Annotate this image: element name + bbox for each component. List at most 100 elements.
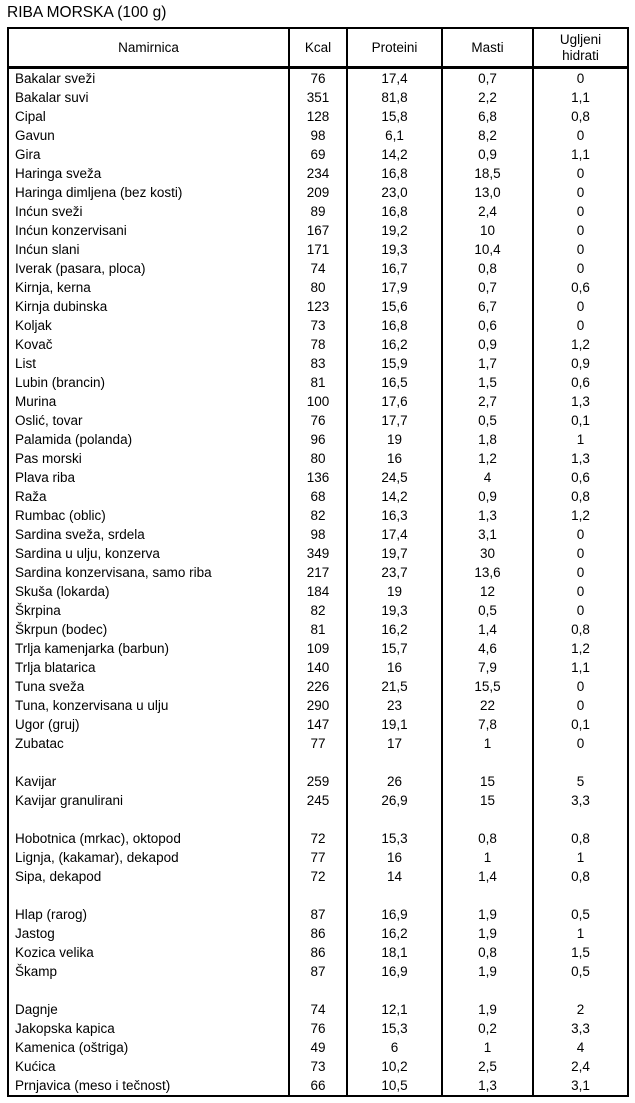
proteini-cell bbox=[346, 753, 443, 772]
ugljeni-hidrati-cell: 0,9 bbox=[532, 354, 629, 373]
kcal-cell: 72 bbox=[288, 829, 348, 848]
food-name-cell: Kavijar bbox=[7, 772, 290, 791]
proteini-cell: 10,5 bbox=[346, 1076, 443, 1097]
masti-cell: 4 bbox=[441, 468, 534, 487]
masti-cell: 3,1 bbox=[441, 525, 534, 544]
food-name-cell: Lignja, (kakamar), dekapod bbox=[7, 848, 290, 867]
masti-cell: 0,5 bbox=[441, 601, 534, 620]
table-row: Bakalar suvi 351 81,8 2,2 1,1 bbox=[7, 88, 629, 107]
food-name-cell: Skuša (lokarda) bbox=[7, 582, 290, 601]
proteini-cell: 16,2 bbox=[346, 620, 443, 639]
masti-cell: 1 bbox=[441, 1038, 534, 1057]
masti-cell: 13,0 bbox=[441, 183, 534, 202]
masti-cell: 4,6 bbox=[441, 639, 534, 658]
kcal-cell bbox=[288, 810, 348, 829]
kcal-cell: 100 bbox=[288, 392, 348, 411]
food-name-cell: Koljak bbox=[7, 316, 290, 335]
ugljeni-hidrati-cell: 1,1 bbox=[532, 145, 629, 164]
ugljeni-hidrati-cell: 4 bbox=[532, 1038, 629, 1057]
proteini-cell: 16,3 bbox=[346, 506, 443, 525]
ugljeni-hidrati-cell: 0,8 bbox=[532, 107, 629, 126]
table-row: Dagnje 74 12,1 1,9 2 bbox=[7, 1000, 629, 1019]
kcal-cell: 80 bbox=[288, 449, 348, 468]
food-name-cell: Ugor (gruj) bbox=[7, 715, 290, 734]
table-row: List 83 15,9 1,7 0,9 bbox=[7, 354, 629, 373]
masti-cell: 15 bbox=[441, 772, 534, 791]
ugljeni-hidrati-cell: 0 bbox=[532, 240, 629, 259]
table-row: Ugor (gruj) 147 19,1 7,8 0,1 bbox=[7, 715, 629, 734]
food-name-cell: List bbox=[7, 354, 290, 373]
kcal-cell: 72 bbox=[288, 867, 348, 886]
ugljeni-hidrati-cell bbox=[532, 810, 629, 829]
proteini-cell: 10,2 bbox=[346, 1057, 443, 1076]
ugljeni-hidrati-cell: 0 bbox=[532, 544, 629, 563]
proteini-cell: 81,8 bbox=[346, 88, 443, 107]
proteini-cell: 16,9 bbox=[346, 962, 443, 981]
table-row: Prnjavica (meso i tečnost) 66 10,5 1,3 3,1 bbox=[7, 1076, 629, 1097]
proteini-cell: 17,4 bbox=[346, 67, 443, 88]
kcal-cell: 76 bbox=[288, 67, 348, 88]
food-name-cell: Murina bbox=[7, 392, 290, 411]
kcal-cell: 76 bbox=[288, 411, 348, 430]
kcal-cell: 234 bbox=[288, 164, 348, 183]
kcal-cell bbox=[288, 981, 348, 1000]
kcal-cell: 73 bbox=[288, 316, 348, 335]
table-row: Cipal 128 15,8 6,8 0,8 bbox=[7, 107, 629, 126]
ugljeni-hidrati-cell: 1,2 bbox=[532, 639, 629, 658]
kcal-cell: 68 bbox=[288, 487, 348, 506]
column-header-proteini: Proteini bbox=[346, 27, 443, 69]
ugljeni-hidrati-cell: 0,8 bbox=[532, 867, 629, 886]
proteini-cell: 23,7 bbox=[346, 563, 443, 582]
masti-cell: 30 bbox=[441, 544, 534, 563]
kcal-cell: 123 bbox=[288, 297, 348, 316]
ugljeni-hidrati-cell: 3,1 bbox=[532, 1076, 629, 1097]
table-row: Trlja blatarica 140 16 7,9 1,1 bbox=[7, 658, 629, 677]
table-row: Sardina konzervisana, samo riba 217 23,7 13… bbox=[7, 563, 629, 582]
masti-cell: 1,3 bbox=[441, 506, 534, 525]
kcal-cell: 184 bbox=[288, 582, 348, 601]
ugljeni-hidrati-cell: 0 bbox=[532, 696, 629, 715]
ugljeni-hidrati-cell: 0 bbox=[532, 221, 629, 240]
kcal-cell: 171 bbox=[288, 240, 348, 259]
kcal-cell: 89 bbox=[288, 202, 348, 221]
food-name-cell bbox=[7, 753, 290, 772]
ugljeni-hidrati-cell: 0,6 bbox=[532, 468, 629, 487]
spacer-row bbox=[7, 753, 629, 772]
food-name-cell: Zubatac bbox=[7, 734, 290, 753]
masti-cell: 1,2 bbox=[441, 449, 534, 468]
food-name-cell: Oslić, tovar bbox=[7, 411, 290, 430]
table-row: Plava riba 136 24,5 4 0,6 bbox=[7, 468, 629, 487]
ugljeni-hidrati-cell: 0 bbox=[532, 202, 629, 221]
food-name-cell: Kućica bbox=[7, 1057, 290, 1076]
kcal-cell: 98 bbox=[288, 525, 348, 544]
kcal-cell: 87 bbox=[288, 962, 348, 981]
masti-cell: 2,7 bbox=[441, 392, 534, 411]
proteini-cell: 19,7 bbox=[346, 544, 443, 563]
proteini-cell: 17 bbox=[346, 734, 443, 753]
ugljeni-hidrati-cell: 5 bbox=[532, 772, 629, 791]
ugljeni-hidrati-cell: 2 bbox=[532, 1000, 629, 1019]
masti-cell: 12 bbox=[441, 582, 534, 601]
table-row: Hlap (rarog) 87 16,9 1,9 0,5 bbox=[7, 905, 629, 924]
proteini-cell: 12,1 bbox=[346, 1000, 443, 1019]
page-title: RIBA MORSKA (100 g) bbox=[7, 4, 167, 21]
ugljeni-hidrati-cell: 1,5 bbox=[532, 943, 629, 962]
ugljeni-hidrati-cell: 0 bbox=[532, 582, 629, 601]
column-header-masti: Masti bbox=[441, 27, 534, 69]
ugljeni-hidrati-cell: 1 bbox=[532, 924, 629, 943]
kcal-cell: 98 bbox=[288, 126, 348, 145]
proteini-cell: 17,7 bbox=[346, 411, 443, 430]
proteini-cell: 16,9 bbox=[346, 905, 443, 924]
ugljeni-hidrati-cell: 0 bbox=[532, 601, 629, 620]
proteini-cell: 16,7 bbox=[346, 259, 443, 278]
masti-cell: 1 bbox=[441, 848, 534, 867]
table-row: Škrpun (bodec) 81 16,2 1,4 0,8 bbox=[7, 620, 629, 639]
spacer-row bbox=[7, 886, 629, 905]
masti-cell: 1,9 bbox=[441, 962, 534, 981]
proteini-cell: 14,2 bbox=[346, 145, 443, 164]
masti-cell: 6,7 bbox=[441, 297, 534, 316]
kcal-cell: 349 bbox=[288, 544, 348, 563]
table-row: Zubatac 77 17 1 0 bbox=[7, 734, 629, 753]
ugljeni-hidrati-cell bbox=[532, 886, 629, 905]
table-row: Rumbac (oblic) 82 16,3 1,3 1,2 bbox=[7, 506, 629, 525]
